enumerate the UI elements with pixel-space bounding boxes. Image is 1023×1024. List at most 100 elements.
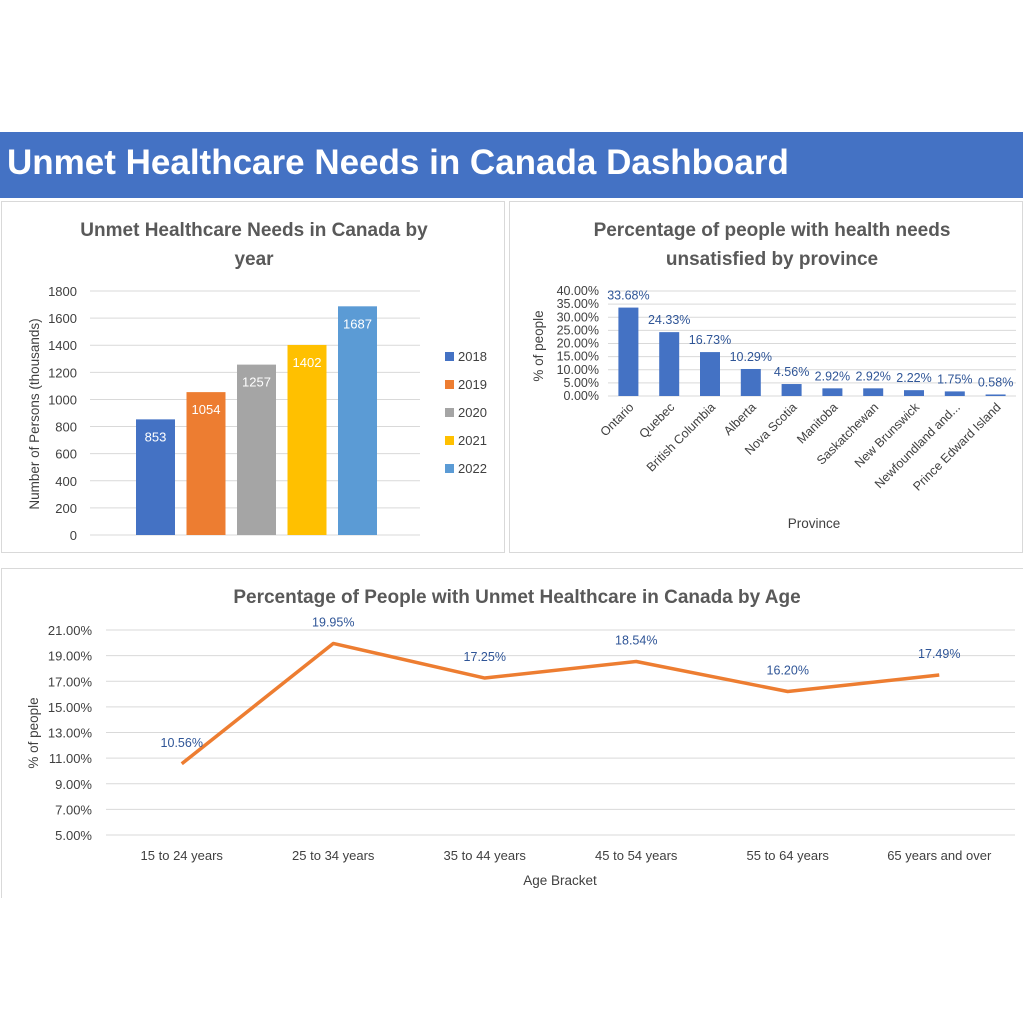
- bar: [985, 394, 1006, 396]
- dashboard-title: Unmet Healthcare Needs in Canada Dashboa…: [7, 143, 789, 182]
- legend-label: 2020: [458, 405, 487, 420]
- bar: [618, 307, 639, 396]
- y-tick-label: 40.00%: [557, 284, 599, 298]
- data-label: 1687: [343, 316, 372, 331]
- data-label: 18.54%: [615, 634, 657, 648]
- y-axis-label: % of people: [531, 310, 546, 381]
- y-tick-label: 5.00%: [564, 376, 599, 390]
- province-plot-area: 0.00%5.00%10.00%15.00%20.00%25.00%30.00%…: [557, 284, 1016, 494]
- data-label: 10.29%: [730, 350, 772, 364]
- y-tick-label: 1400: [48, 338, 77, 353]
- x-tick-label: 45 to 54 years: [595, 848, 678, 863]
- y-tick-label: 15.00%: [557, 350, 599, 364]
- x-tick-label: 35 to 44 years: [444, 848, 527, 863]
- data-label: 853: [145, 429, 167, 444]
- chart-title-line-2: unsatisfied by province: [666, 249, 878, 270]
- legend-swatch: [445, 380, 454, 389]
- age-line-chart: Percentage of People with Unmet Healthca…: [26, 587, 1015, 888]
- y-tick-label: 9.00%: [55, 777, 92, 792]
- y-tick-label: 15.00%: [48, 700, 93, 715]
- y-tick-label: 35.00%: [557, 297, 599, 311]
- data-label: 1.75%: [937, 372, 972, 386]
- y-tick-label: 19.00%: [48, 649, 93, 664]
- y-tick-label: 21.00%: [48, 623, 93, 638]
- data-label: 16.73%: [689, 333, 731, 347]
- bar: [944, 391, 965, 396]
- x-tick-label: 25 to 34 years: [292, 848, 375, 863]
- x-axis-label: Province: [788, 516, 841, 531]
- x-tick-label: Ontario: [598, 400, 637, 439]
- yearly-chart-panel: Unmet Healthcare Needs in Canada by year…: [1, 201, 505, 553]
- province-chart-panel: Percentage of people with health needs u…: [509, 201, 1023, 553]
- legend-label: 2018: [458, 349, 487, 364]
- bar: [700, 352, 720, 396]
- legend-label: 2022: [458, 461, 487, 476]
- bar: [822, 388, 843, 396]
- data-label: 4.56%: [774, 365, 809, 379]
- y-axis-label: Number of Persons (thousands): [27, 318, 42, 509]
- y-tick-label: 0: [70, 528, 77, 543]
- x-tick-label: Quebec: [636, 400, 677, 441]
- chart-title-line-1: Unmet Healthcare Needs in Canada by: [80, 220, 428, 241]
- y-tick-label: 10.00%: [557, 363, 599, 377]
- bar-2019: [186, 392, 226, 535]
- legend-swatch: [445, 408, 454, 417]
- y-tick-label: 800: [55, 420, 77, 435]
- dashboard-banner: Unmet Healthcare Needs in Canada Dashboa…: [0, 132, 1023, 198]
- data-label: 1402: [293, 355, 322, 370]
- data-label: 17.49%: [918, 647, 960, 661]
- data-label: 17.25%: [464, 650, 506, 664]
- data-label: 33.68%: [607, 289, 649, 303]
- y-tick-label: 17.00%: [48, 674, 93, 689]
- legend-swatch: [445, 464, 454, 473]
- bar: [740, 368, 761, 396]
- age-series-line: [180, 641, 940, 766]
- x-tick-label: Alberta: [721, 400, 759, 438]
- y-tick-label: 600: [55, 447, 77, 462]
- bar: [781, 384, 802, 396]
- y-tick-label: 1000: [48, 392, 77, 407]
- y-tick-label: 1600: [48, 311, 77, 326]
- data-label: 1054: [192, 402, 221, 417]
- y-tick-label: 400: [55, 474, 77, 489]
- y-tick-label: 1800: [48, 284, 77, 299]
- legend-swatch: [445, 352, 454, 361]
- chart-title-line-1: Percentage of people with health needs: [594, 220, 951, 241]
- data-label: 2.92%: [855, 369, 890, 383]
- bar: [863, 388, 884, 396]
- y-tick-label: 13.00%: [48, 726, 93, 741]
- legend-swatch: [445, 436, 454, 445]
- yearly-bar-chart: Unmet Healthcare Needs in Canada by year…: [27, 220, 487, 543]
- y-tick-label: 200: [55, 501, 77, 516]
- data-label: 16.20%: [767, 664, 809, 678]
- age-chart-panel: Percentage of People with Unmet Healthca…: [1, 568, 1023, 898]
- x-axis-label: Age Bracket: [523, 873, 597, 888]
- chart-title-line-2: year: [234, 249, 274, 270]
- bar-2020: [237, 364, 276, 535]
- y-tick-label: 20.00%: [557, 337, 599, 351]
- legend-label: 2019: [458, 377, 487, 392]
- y-tick-label: 1200: [48, 365, 77, 380]
- x-tick-label: 55 to 64 years: [747, 848, 830, 863]
- data-label: 19.95%: [312, 615, 354, 629]
- y-axis-label: % of people: [26, 697, 41, 768]
- data-label: 1257: [242, 375, 271, 390]
- province-bar-chart: Percentage of people with health needs u…: [531, 220, 1016, 531]
- x-tick-label: 65 years and over: [887, 848, 992, 863]
- legend-label: 2021: [458, 433, 487, 448]
- data-label: 24.33%: [648, 313, 690, 327]
- y-tick-label: 5.00%: [55, 828, 92, 843]
- y-tick-label: 0.00%: [564, 389, 599, 403]
- y-tick-label: 30.00%: [557, 310, 599, 324]
- bar: [904, 390, 924, 396]
- yearly-plot-area: 0 200 400 600 800 1000 1200 1400 1600 1800 853 2018…: [48, 284, 487, 543]
- data-label: 2.22%: [896, 371, 931, 385]
- y-tick-label: 25.00%: [557, 323, 599, 337]
- data-label: 2.92%: [815, 369, 850, 383]
- age-plot-area: 5.00% 7.00% 9.00% 11.00% 13.00% 15.00% 17.00% 1…: [48, 615, 1015, 863]
- x-tick-label: 15 to 24 years: [141, 848, 224, 863]
- chart-title: Percentage of People with Unmet Healthca…: [233, 587, 800, 608]
- y-tick-label: 7.00%: [55, 802, 92, 817]
- bar-2021: [287, 344, 327, 535]
- bar-2018: [136, 419, 175, 535]
